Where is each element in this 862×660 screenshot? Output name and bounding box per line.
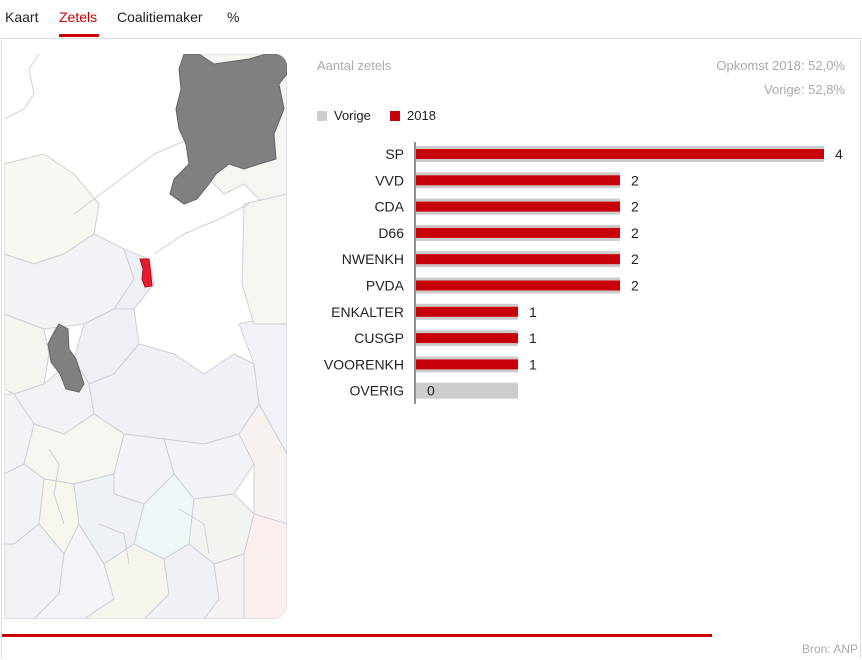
chart-title: Aantal zetels bbox=[317, 58, 392, 73]
bar-2018[interactable] bbox=[416, 306, 518, 317]
legend-item-previous: Vorige bbox=[317, 108, 371, 123]
tab-zetels[interactable]: Zetels bbox=[59, 9, 98, 25]
category-label: PVDA bbox=[366, 278, 405, 294]
bar-2018[interactable] bbox=[416, 333, 518, 344]
category-label: OVERIG bbox=[350, 383, 404, 399]
bar-2018[interactable] bbox=[416, 149, 824, 159]
source-credit: Bron: ANP bbox=[801, 642, 858, 656]
progress-fill bbox=[2, 634, 712, 637]
category-label: CDA bbox=[374, 199, 404, 215]
category-label: SP bbox=[385, 146, 404, 162]
bar-previous[interactable] bbox=[416, 382, 518, 399]
content-frame bbox=[1, 38, 861, 658]
map-region-dark[interactable] bbox=[169, 54, 287, 205]
bar-2018[interactable] bbox=[416, 227, 620, 238]
tab-percentage[interactable]: % bbox=[227, 9, 240, 25]
data-label: 2 bbox=[631, 199, 639, 215]
progress-track bbox=[2, 634, 857, 637]
tab-bar: Kaart Zetels Coalitiemaker % bbox=[0, 0, 862, 39]
category-label: VVD bbox=[375, 172, 404, 188]
legend-swatch-previous bbox=[317, 111, 327, 121]
data-label: 4 bbox=[835, 146, 843, 162]
seats-bar-chart: SP 4 VVD 2 CDA 2 D66 2 NWENKH 2 PVDA 2 ENKALTER 1 CUSG… bbox=[324, 142, 843, 404]
data-label: 1 bbox=[529, 330, 537, 346]
legend-swatch-current bbox=[390, 111, 400, 121]
category-label: D66 bbox=[378, 225, 404, 241]
municipality-map[interactable] bbox=[4, 54, 287, 619]
category-label: CUSGP bbox=[354, 330, 404, 346]
tab-kaart[interactable]: Kaart bbox=[5, 9, 39, 25]
data-label: 2 bbox=[631, 251, 639, 267]
tab-coalitiemaker[interactable]: Coalitiemaker bbox=[117, 9, 203, 25]
bar-2018[interactable] bbox=[416, 359, 518, 370]
turnout-2018: Opkomst 2018: 52,0% bbox=[716, 58, 845, 73]
category-label: ENKALTER bbox=[331, 304, 404, 320]
bar-2018[interactable] bbox=[416, 201, 620, 212]
bar-2018[interactable] bbox=[416, 254, 620, 265]
bar-2018[interactable] bbox=[416, 175, 620, 186]
data-label: 1 bbox=[529, 356, 537, 372]
category-label: VOORENKH bbox=[324, 356, 404, 372]
data-label: 0 bbox=[427, 383, 435, 399]
turnout-previous: Vorige: 52,8% bbox=[764, 82, 845, 97]
legend-label-current: 2018 bbox=[407, 108, 436, 123]
legend-item-current: 2018 bbox=[390, 108, 436, 123]
map-svg bbox=[4, 54, 287, 619]
legend-label-previous: Vorige bbox=[334, 108, 371, 123]
data-label: 1 bbox=[529, 304, 537, 320]
map-region-dark-small[interactable] bbox=[47, 323, 85, 393]
bar-2018[interactable] bbox=[416, 280, 620, 291]
data-label: 2 bbox=[631, 225, 639, 241]
category-label: NWENKH bbox=[342, 251, 404, 267]
data-label: 2 bbox=[631, 278, 639, 294]
map-region-selected[interactable] bbox=[139, 258, 153, 288]
active-tab-indicator bbox=[59, 34, 99, 37]
data-label: 2 bbox=[631, 172, 639, 188]
